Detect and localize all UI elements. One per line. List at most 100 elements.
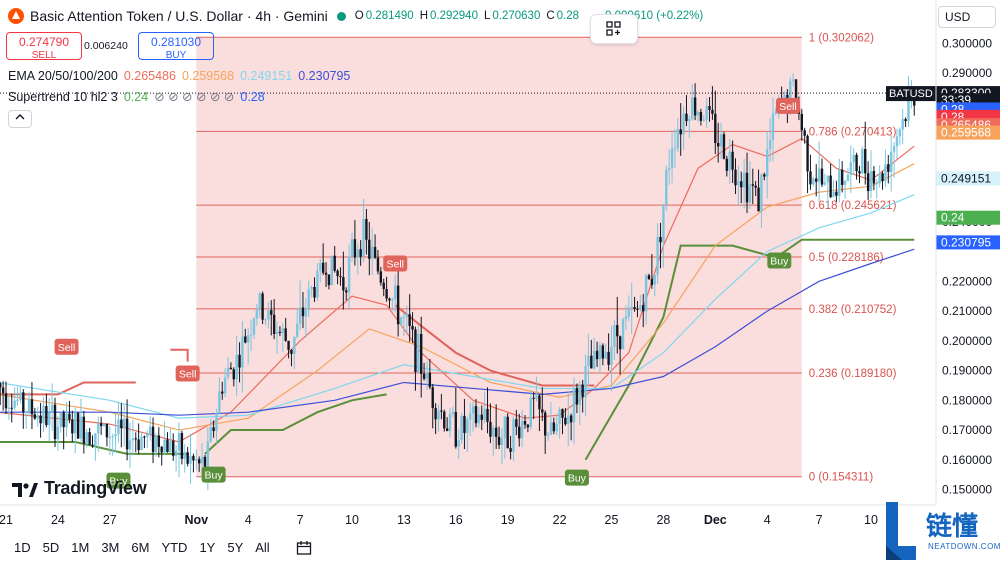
- date-range-button[interactable]: [296, 540, 312, 559]
- candle-body: [284, 328, 287, 341]
- range-6m[interactable]: 6M: [131, 540, 150, 555]
- symbol-title[interactable]: Basic Attention Token / U.S. Dollar · 4h…: [30, 8, 328, 24]
- range-1y[interactable]: 1Y: [199, 540, 216, 555]
- range-3m[interactable]: 3M: [101, 540, 120, 555]
- candle-body: [509, 448, 512, 452]
- candle-body: [503, 416, 507, 438]
- symbol-tag: BATUSD: [886, 86, 936, 102]
- signal-box: [54, 338, 79, 355]
- ema20-value: 0.265486: [123, 69, 176, 83]
- candle-body: [108, 436, 111, 438]
- candle-body: [293, 336, 296, 354]
- candle-body: [203, 456, 207, 473]
- candle-body: [543, 412, 547, 436]
- supertrend-label: Supertrend 10 hl2 3: [8, 89, 118, 104]
- range-5d[interactable]: 5D: [42, 540, 60, 555]
- price-tag-text: 0.249151: [941, 171, 991, 185]
- candle-body: [261, 293, 264, 320]
- candle-body: [734, 169, 737, 186]
- signal-box: [564, 469, 589, 486]
- candle-body: [131, 438, 135, 441]
- candle-body: [754, 185, 757, 188]
- ema-legend[interactable]: EMA 20/50/100/200 0.265486 0.259568 0.24…: [8, 69, 350, 83]
- candle-body: [771, 113, 775, 140]
- candle-body: [794, 79, 798, 108]
- candle-body: [454, 411, 457, 447]
- y-tick-label: 0.200000: [942, 334, 992, 348]
- buy-button[interactable]: 0.281030 BUY: [138, 32, 214, 61]
- range-1m[interactable]: 1M: [71, 540, 90, 555]
- candle-body: [584, 366, 587, 397]
- candle-body: [434, 407, 437, 420]
- candle-body: [451, 411, 455, 414]
- sell-button[interactable]: 0.274790 SELL: [6, 32, 82, 61]
- candle-body: [667, 167, 671, 170]
- sell-signal: Sell: [54, 338, 79, 355]
- candle-body: [546, 434, 550, 436]
- candle-body: [823, 182, 827, 185]
- candle-body: [252, 318, 256, 335]
- candle-body: [172, 440, 175, 456]
- sell-signal: Sell: [383, 255, 408, 272]
- candle-body: [134, 438, 137, 440]
- supertrend-legend[interactable]: Supertrend 10 hl2 3 0.24 ⊘ ⊘ ⊘ ⊘ ⊘ ⊘ 0.2…: [8, 89, 265, 105]
- candle-body: [693, 97, 697, 116]
- candle-body: [339, 276, 342, 278]
- candle-body: [336, 270, 339, 277]
- candle-body: [123, 418, 126, 429]
- range-1d[interactable]: 1D: [14, 540, 31, 555]
- candle-body: [872, 171, 876, 184]
- signal-box: [383, 255, 408, 272]
- x-tick-label: 7: [297, 513, 304, 527]
- y-tick-label: 0.150000: [942, 483, 992, 497]
- collapse-legend-button[interactable]: [8, 110, 32, 128]
- buy-label: BUY: [165, 50, 187, 61]
- candle-body: [864, 149, 867, 174]
- candle-body: [448, 413, 452, 432]
- candle-body: [633, 306, 636, 309]
- candle-body: [696, 111, 700, 116]
- supertrend-down-value: 0.28: [240, 89, 265, 104]
- object-tree-button[interactable]: [590, 14, 638, 44]
- candle-body: [154, 435, 158, 452]
- candle-body: [402, 317, 406, 319]
- buy-price: 0.281030: [150, 35, 202, 49]
- candle-body: [408, 314, 411, 326]
- candle-body: [414, 329, 417, 373]
- candle-body: [146, 433, 149, 437]
- market-status-icon: [336, 11, 346, 21]
- range-ytd[interactable]: YTD: [161, 540, 188, 555]
- candle-body: [310, 286, 313, 290]
- candle-body: [725, 158, 729, 171]
- y-tick-label: 0.300000: [942, 36, 992, 50]
- candle-body: [892, 146, 896, 152]
- candle-body: [630, 306, 633, 309]
- candle-body: [275, 331, 279, 334]
- candle-body: [324, 272, 328, 275]
- y-tick-label: 0.210000: [942, 304, 992, 318]
- candle-body: [549, 422, 553, 435]
- range-5y[interactable]: 5Y: [227, 540, 244, 555]
- currency-select[interactable]: USD: [938, 6, 996, 28]
- candle-body: [258, 293, 261, 311]
- candle-body: [607, 351, 610, 365]
- candle-body: [197, 459, 201, 464]
- candle-body: [866, 173, 870, 192]
- candle-body: [85, 432, 88, 444]
- fib-level-label: 1 (0.302062): [809, 32, 874, 44]
- candle-body: [186, 452, 189, 464]
- candle-body: [500, 437, 504, 446]
- candle-body: [480, 414, 483, 420]
- candle-body: [644, 275, 648, 312]
- candle-body: [532, 397, 535, 399]
- range-all[interactable]: All: [255, 540, 270, 555]
- y-tick-label: 0.190000: [942, 364, 992, 378]
- candle-body: [789, 80, 792, 111]
- supertrend-line-up: [584, 238, 915, 461]
- candle-body: [241, 336, 244, 368]
- candle-body: [840, 169, 844, 185]
- candle-body: [212, 427, 215, 432]
- candle-body: [313, 286, 316, 298]
- y-tick-label: 0.290000: [942, 66, 992, 80]
